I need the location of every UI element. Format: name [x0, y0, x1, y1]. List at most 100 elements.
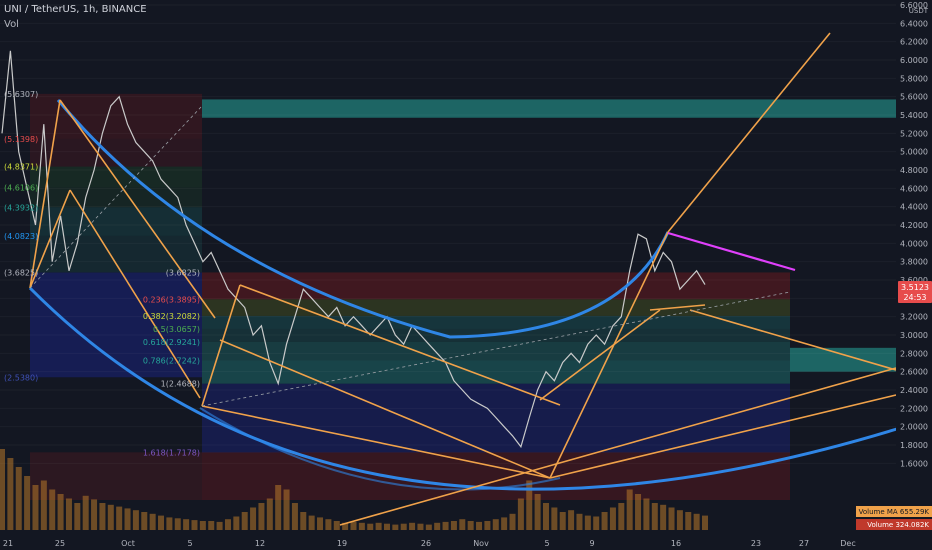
- volume-bar: [702, 515, 708, 530]
- orange-trendline: [549, 231, 669, 479]
- x-tick-label: 16: [671, 539, 681, 548]
- y-tick-label: 5.2000: [900, 129, 928, 138]
- y-tick-label: 4.4000: [900, 203, 928, 212]
- fib-zone: [202, 272, 790, 300]
- fib-label-b: (3.6825): [166, 268, 200, 277]
- volume-bar: [626, 489, 633, 530]
- fib-zone: [30, 166, 202, 188]
- x-tick-label: 12: [255, 539, 265, 548]
- fib-label: (5.6307): [4, 90, 38, 99]
- volume-bar: [283, 489, 290, 530]
- volume-bar: [166, 517, 173, 530]
- price-series-line: [1, 50, 706, 449]
- y-tick-label: 4.0000: [900, 239, 928, 248]
- volume-bar: [124, 508, 131, 530]
- demand-zone: [790, 347, 896, 372]
- volume-bar: [132, 510, 139, 530]
- x-tick-label: Nov: [473, 539, 489, 548]
- fib-label: (2.5380): [4, 373, 38, 382]
- y-tick-label: 3.8000: [900, 258, 928, 267]
- volume-bar: [383, 523, 390, 530]
- volume-bar: [24, 476, 31, 530]
- volume-bar: [224, 519, 231, 530]
- x-tick-label: 25: [55, 539, 65, 548]
- x-tick-label: 23: [751, 539, 761, 548]
- volume-tag: Volume 324.082K: [867, 521, 929, 529]
- volume-bars: [0, 449, 708, 530]
- volume-bar: [208, 521, 215, 530]
- volume-bar: [333, 521, 340, 530]
- volume-bar: [65, 498, 72, 530]
- x-tick-label: Oct: [121, 539, 135, 548]
- x-tick-label: 5: [544, 539, 549, 548]
- fib-label-b: 1(2.4688): [161, 380, 200, 389]
- volume-bar: [325, 519, 332, 530]
- volume-bar: [15, 467, 22, 530]
- volume-tag-bg: [856, 519, 932, 530]
- volume-bar: [0, 449, 5, 530]
- volume-bar: [300, 512, 307, 530]
- fib-label-b: 0.382(3.2082): [143, 312, 200, 321]
- volume-bar: [400, 523, 407, 530]
- x-tick-label: 26: [421, 539, 431, 548]
- volume-bar: [484, 521, 491, 530]
- volume-bar: [7, 458, 14, 530]
- fib-label-b: 0.236(3.3895): [143, 295, 200, 304]
- volume-bar: [442, 521, 449, 530]
- fib-label: (4.6106): [4, 183, 38, 192]
- orange-trendline: [59, 99, 216, 319]
- volume-bar: [450, 521, 457, 530]
- volume-bar: [467, 521, 474, 530]
- volume-bar: [417, 523, 424, 530]
- volume-bar: [99, 503, 106, 530]
- y-tick-label: 3.2000: [900, 313, 928, 322]
- volume-bar: [601, 512, 608, 530]
- chart-title: UNI / TetherUS, 1h, BINANCE: [4, 4, 147, 15]
- y-tick-label: 5.8000: [900, 74, 928, 83]
- y-tick-label: 5.0000: [900, 148, 928, 157]
- volume-bar: [409, 522, 416, 530]
- y-tick-label: 6.4000: [900, 19, 928, 28]
- volume-bar: [57, 494, 64, 530]
- y-tick-label: 3.0000: [900, 331, 928, 340]
- volume-bar: [141, 512, 148, 530]
- fib-label: (3.6825): [4, 268, 38, 277]
- volume-bar: [609, 507, 616, 530]
- volume-bar: [685, 512, 692, 530]
- fib-diagonal: [201, 291, 791, 407]
- volume-bar: [476, 521, 483, 530]
- fib-zone: [30, 272, 202, 378]
- orange-trendline: [201, 405, 551, 479]
- fib-zone: [30, 452, 202, 500]
- orange-trendline: [29, 99, 61, 289]
- x-tick-label: 19: [337, 539, 347, 548]
- magenta-trendline: [667, 231, 796, 272]
- fib-zone: [30, 207, 202, 236]
- orange-trendline: [29, 189, 71, 289]
- volume-bar: [509, 513, 516, 530]
- volume-bar: [517, 498, 524, 530]
- volume-bar: [266, 498, 273, 530]
- blue-arc-lower: [28, 286, 901, 491]
- volume-bar: [233, 516, 240, 530]
- y-tick-label: 2.8000: [900, 349, 928, 358]
- time-axis-bg: [0, 533, 932, 550]
- price-tag-bg: [898, 281, 932, 304]
- orange-trendline: [689, 309, 897, 371]
- volume-bar: [492, 519, 499, 530]
- y-tick-label: 4.8000: [900, 166, 928, 175]
- volume-bar: [542, 503, 549, 530]
- volume-bar: [216, 521, 223, 530]
- volume-bar: [308, 515, 315, 530]
- volume-bar: [635, 494, 642, 530]
- fib-label: (4.0823): [4, 232, 38, 241]
- volume-indicator-label[interactable]: Vol: [4, 19, 19, 30]
- volume-bar: [367, 523, 374, 530]
- orange-trendline: [649, 304, 706, 311]
- orange-trendline: [539, 309, 661, 401]
- volume-ma-tag: Volume MA 655.29K: [859, 508, 930, 516]
- y-tick-label: 2.6000: [900, 368, 928, 377]
- y-tick-label: 3.6000: [900, 276, 928, 285]
